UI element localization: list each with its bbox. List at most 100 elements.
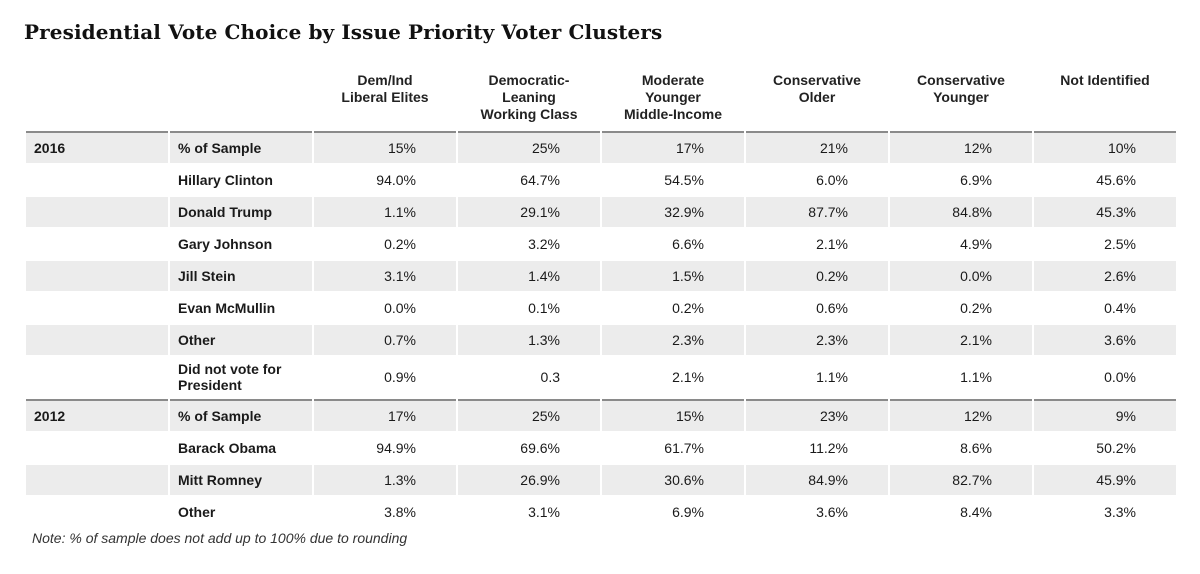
year-cell [26,325,168,355]
value-cell: 0.2% [672,300,704,316]
year-cell [26,497,168,527]
value-cell: 6.9% [672,504,704,520]
year-cell [26,165,168,195]
value-cell: 6.9% [960,172,992,188]
value-cell: 0.1% [528,300,560,316]
value-cell: 11.2% [809,440,848,456]
value-cell: 6.6% [672,236,704,252]
value-cell: 3.1% [314,261,456,291]
value-cell: 0.7% [314,325,456,355]
year-cell [26,433,168,463]
row-label: Other [170,325,312,355]
value-cell: 12% [890,399,1032,431]
value-cell: 8.4% [960,504,992,520]
value-cell: 1.1% [960,369,992,385]
value-cell: 0.0% [384,300,416,316]
value-cell: 25% [458,399,600,431]
year-cell [26,293,168,323]
year-cell [26,465,168,495]
value-cell: 29.1% [458,197,600,227]
value-cell: 26.9% [458,465,600,495]
value-cell: 0.3 [540,369,560,385]
table-row: Donald Trump 1.1% 29.1% 32.9% 87.7% 84.8% 45.3… [26,197,1176,227]
value-cell: 2.1% [672,369,704,385]
value-cell: 10% [1034,131,1176,163]
table-row: Barack Obama 94.9% 69.6% 61.7% 11.2% 8.6% 50.2… [26,433,1176,463]
header-row: Dem/Ind Liberal Elites Democratic- Leani… [26,68,1176,129]
row-label: % of Sample [170,399,312,431]
value-cell: 17% [314,399,456,431]
table-row: Other 3.8% 3.1% 6.9% 3.6% 8.4% 3.3% [26,497,1176,527]
value-cell: 69.6% [520,440,560,456]
row-label: Did not vote for President [178,361,282,393]
column-header: Conservative Older [773,72,861,105]
value-cell: 3.8% [384,504,416,520]
header-label-spacer [170,68,312,129]
column-header: Democratic- Leaning Working Class [480,72,578,122]
value-cell: 2.6% [1034,261,1176,291]
value-cell: 87.7% [746,197,888,227]
value-cell: 0.9% [384,369,416,385]
table-row: Evan McMullin 0.0% 0.1% 0.2% 0.6% 0.2% 0.4% [26,293,1176,323]
value-cell: 21% [746,131,888,163]
value-cell: 30.6% [602,465,744,495]
table-row: 2012% of Sample 17% 25% 15% 23% 12% 9% [26,399,1176,431]
value-cell: 2.3% [746,325,888,355]
table-body: 2016% of Sample 15% 25% 17% 21% 12% 10% Hillary… [26,131,1176,527]
value-cell: 3.3% [1104,504,1136,520]
table-row: Jill Stein 3.1% 1.4% 1.5% 0.2% 0.0% 2.6% [26,261,1176,291]
row-label: Hillary Clinton [178,172,273,188]
value-cell: 45.3% [1034,197,1176,227]
value-cell: 12% [890,131,1032,163]
value-cell: 1.3% [458,325,600,355]
column-header: Dem/Ind Liberal Elites [341,72,429,105]
year-cell [26,261,168,291]
table-row: Did not vote for President 0.9% 0.3 2.1% 1.1… [26,357,1176,397]
value-cell: 2.5% [1104,236,1136,252]
page-title: Presidential Vote Choice by Issue Priori… [24,20,663,44]
value-cell: 3.6% [1034,325,1176,355]
value-cell: 2.1% [816,236,848,252]
value-cell: 9% [1034,399,1176,431]
value-cell: 2.1% [890,325,1032,355]
value-cell: 0.4% [1104,300,1136,316]
row-label: Jill Stein [170,261,312,291]
row-label: Mitt Romney [170,465,312,495]
value-cell: 3.6% [816,504,848,520]
year-cell [26,229,168,259]
row-label: Donald Trump [170,197,312,227]
value-cell: 3.2% [528,236,560,252]
vote-choice-table: Dem/Ind Liberal Elites Democratic- Leani… [24,66,1178,529]
value-cell: 23% [746,399,888,431]
value-cell: 0.2% [384,236,416,252]
value-cell: 1.1% [314,197,456,227]
value-cell: 82.7% [890,465,1032,495]
value-cell: 1.1% [816,369,848,385]
value-cell: 15% [314,131,456,163]
value-cell: 45.6% [1096,172,1136,188]
value-cell: 94.9% [376,440,416,456]
table-row: Hillary Clinton 94.0% 64.7% 54.5% 6.0% 6.9% 45… [26,165,1176,195]
year-cell: 2012 [26,399,168,431]
year-cell [26,197,168,227]
value-cell: 64.7% [520,172,560,188]
column-header: Conservative Younger [917,72,1005,105]
value-cell: 0.2% [960,300,992,316]
value-cell: 6.0% [816,172,848,188]
column-header: Not Identified [1060,72,1150,88]
value-cell: 2.3% [602,325,744,355]
value-cell: 61.7% [664,440,704,456]
header-year-spacer [26,68,168,129]
table-row: Other 0.7% 1.3% 2.3% 2.3% 2.1% 3.6% [26,325,1176,355]
value-cell: 25% [458,131,600,163]
value-cell: 0.0% [1104,369,1136,385]
value-cell: 0.0% [890,261,1032,291]
row-label: Barack Obama [178,440,277,456]
value-cell: 45.9% [1034,465,1176,495]
row-label: % of Sample [170,131,312,163]
value-cell: 3.1% [528,504,560,520]
value-cell: 8.6% [960,440,992,456]
value-cell: 94.0% [376,172,416,188]
value-cell: 4.9% [960,236,992,252]
value-cell: 50.2% [1096,440,1136,456]
